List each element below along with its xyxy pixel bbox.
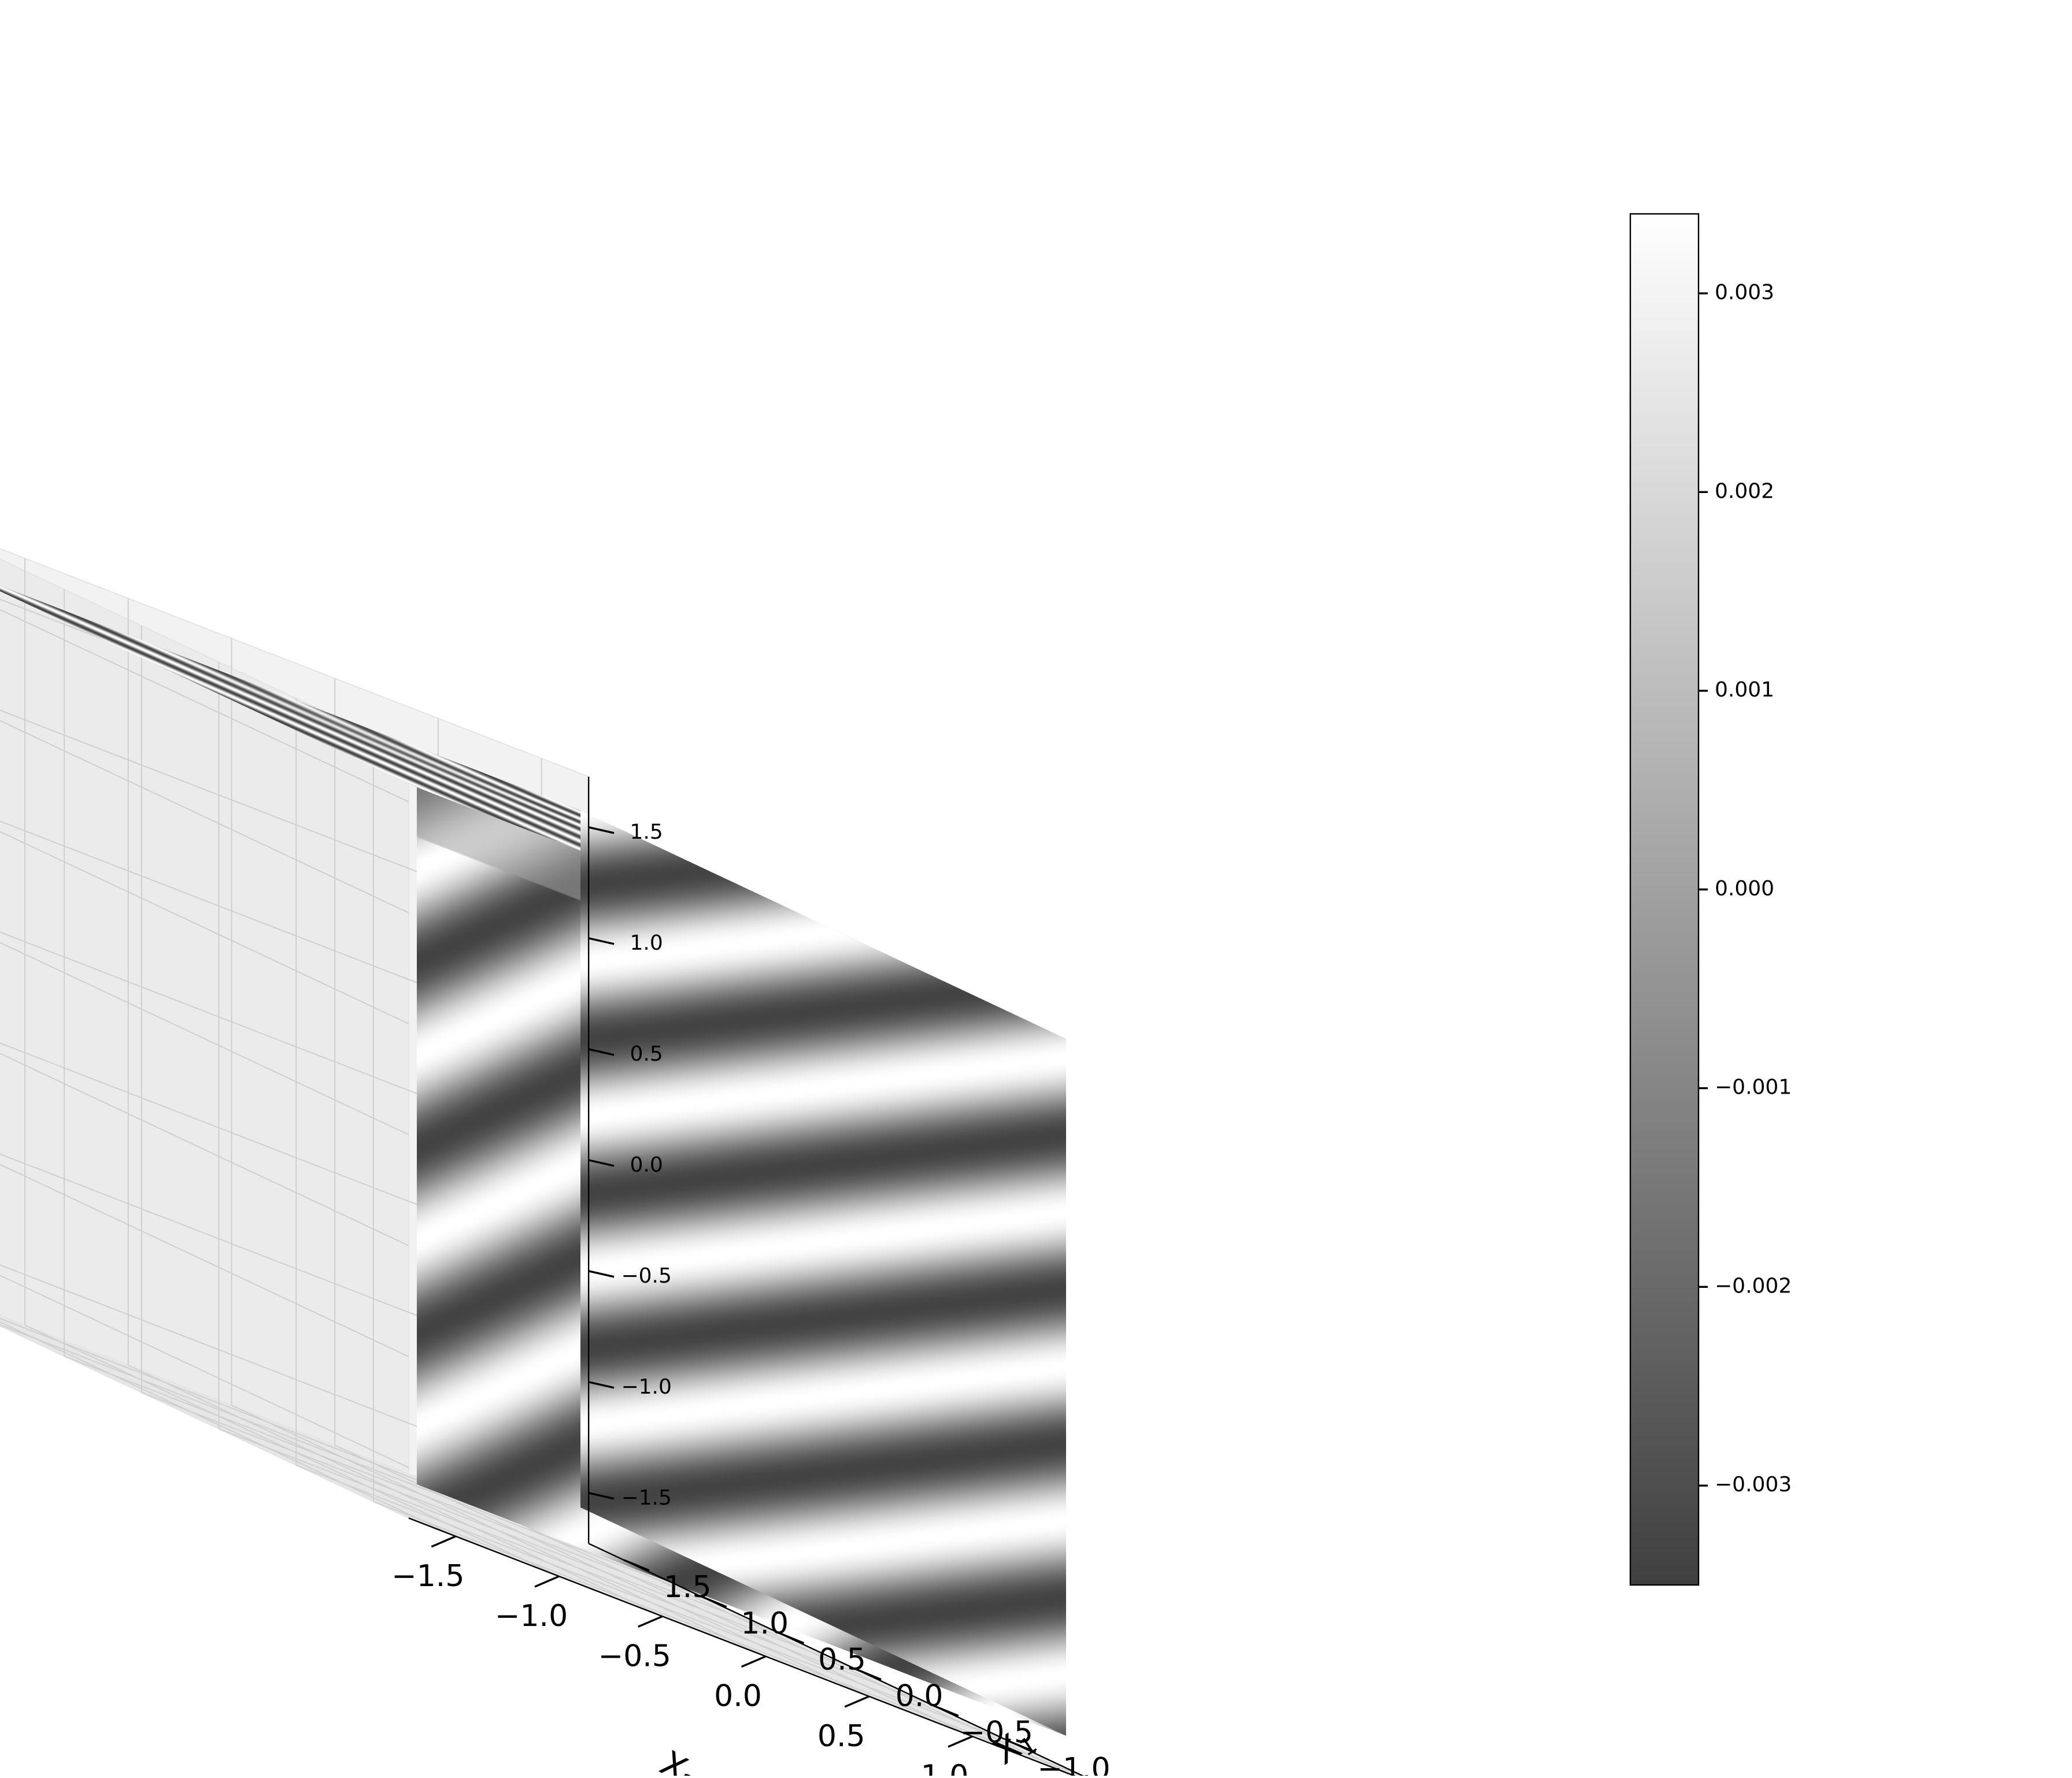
x3-tick-label: −0.5	[621, 1264, 671, 1288]
x2-tick	[534, 1575, 560, 1588]
colorbar-tick-label: 0.003	[1715, 281, 1774, 305]
colorbar-tick-label: −0.001	[1715, 1076, 1792, 1099]
x3-tick-label: −1.5	[621, 1486, 671, 1510]
x2-axis-title: X2	[652, 1743, 706, 1776]
x2-tick-label: 0.5	[817, 1719, 865, 1754]
x3-tick-label: 0.0	[630, 1153, 663, 1177]
x3-tick	[588, 937, 615, 945]
x1-tick-label: 0.5	[818, 1643, 866, 1677]
x2-tick-label: −1.0	[495, 1599, 568, 1633]
gridline	[0, 1153, 589, 1383]
x1-tick	[1009, 1740, 1037, 1753]
x2-tick-label: −0.5	[598, 1639, 671, 1673]
x3-tick-label: 1.0	[630, 931, 663, 955]
colorbar-tick-label: 0.000	[1715, 877, 1774, 901]
x2-tick	[638, 1615, 663, 1628]
gridline	[0, 931, 589, 1161]
gridline	[0, 1042, 589, 1272]
x1-tick	[778, 1632, 805, 1644]
gridline	[231, 1405, 766, 1657]
x2-tick	[948, 1735, 973, 1748]
gridline	[0, 709, 589, 939]
x1-tick	[623, 1559, 650, 1572]
x2-tick	[431, 1535, 456, 1548]
x1-tick	[855, 1668, 882, 1681]
x1-tick-label: 1.0	[741, 1606, 789, 1641]
x2-tick-label: 0.0	[714, 1679, 762, 1714]
x1-tick-label: −1.0	[1037, 1751, 1110, 1776]
x3-tick-label: 1.5	[630, 820, 663, 844]
x1-tick-label: 1.5	[664, 1570, 712, 1605]
x2-tick-label: 1.0	[921, 1759, 969, 1776]
colorbar-tick-label: −0.003	[1715, 1473, 1792, 1497]
gridline	[0, 1264, 589, 1494]
x3-tick	[588, 1048, 615, 1056]
gridline	[24, 1324, 560, 1577]
x1-tick	[933, 1704, 959, 1717]
x3-tick	[588, 826, 615, 834]
x3-tick	[588, 1159, 615, 1167]
x1-tick	[701, 1595, 727, 1608]
colorbar-tick-label: 0.002	[1715, 479, 1774, 503]
gridline	[128, 1364, 663, 1617]
x3-tick	[588, 1270, 615, 1278]
colorbar	[1629, 213, 1700, 1586]
x2-tick	[741, 1655, 767, 1668]
gridline	[0, 1321, 456, 1537]
x2-tick-label: −1.5	[391, 1559, 464, 1594]
colorbar-tick-label: −0.002	[1715, 1274, 1792, 1298]
x3-tick-label: 0.5	[630, 1042, 663, 1066]
x3-tick	[588, 1381, 615, 1389]
x1-tick-label: −0.5	[960, 1715, 1033, 1750]
colorbar-tick-label: 0.001	[1715, 678, 1774, 702]
gridline	[0, 820, 589, 1050]
x3-tick-label: −1.0	[621, 1375, 671, 1399]
x3-tick	[588, 1492, 615, 1500]
x2-tick	[844, 1695, 870, 1708]
x1-tick-label: 0.0	[896, 1679, 944, 1714]
